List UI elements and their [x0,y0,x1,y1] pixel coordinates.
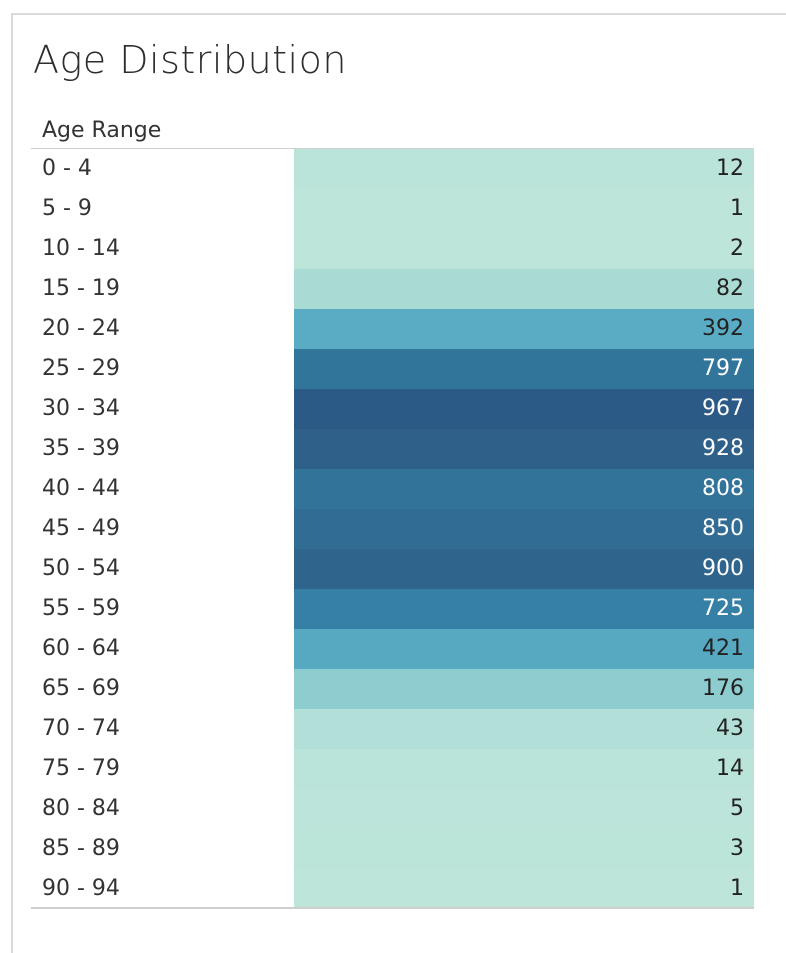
table-row: 30 - 34 967 [0,389,786,429]
table-row: 35 - 39 928 [0,429,786,469]
age-range-label: 50 - 54 [42,556,120,581]
age-range-label: 80 - 84 [42,796,120,821]
heatmap-cell: 43 [294,709,754,749]
cell-value-label: 808 [702,476,744,501]
heatmap-cell: 808 [294,469,754,509]
table-row: 45 - 49 850 [0,509,786,549]
cell-value-label: 1 [730,876,744,901]
heatmap-cell: 928 [294,429,754,469]
age-range-label: 10 - 14 [42,236,120,261]
bottom-divider [31,907,754,909]
table-row: 50 - 54 900 [0,549,786,589]
age-range-label: 5 - 9 [42,196,92,221]
cell-value-label: 43 [716,716,744,741]
age-range-label: 20 - 24 [42,316,120,341]
cell-value-label: 2 [730,236,744,261]
table-row: 70 - 74 43 [0,709,786,749]
cell-value-label: 392 [702,316,744,341]
age-range-label: 30 - 34 [42,396,120,421]
heatmap-cell: 797 [294,349,754,389]
cell-value-label: 421 [702,636,744,661]
heatmap-cell: 12 [294,149,754,189]
heatmap-cell: 14 [294,749,754,789]
heatmap-cell: 82 [294,269,754,309]
cell-value-label: 3 [730,836,744,861]
table-row: 40 - 44 808 [0,469,786,509]
age-range-label: 0 - 4 [42,156,92,181]
cell-value-label: 12 [716,156,744,181]
heatmap-cell: 176 [294,669,754,709]
cell-value-label: 900 [702,556,744,581]
age-range-label: 70 - 74 [42,716,120,741]
cell-value-label: 176 [702,676,744,701]
age-range-label: 85 - 89 [42,836,120,861]
age-range-label: 65 - 69 [42,676,120,701]
age-range-label: 90 - 94 [42,876,120,901]
heatmap-cell: 421 [294,629,754,669]
heatmap-cell: 967 [294,389,754,429]
table-row: 10 - 14 2 [0,229,786,269]
cell-value-label: 928 [702,436,744,461]
age-range-label: 45 - 49 [42,516,120,541]
cell-value-label: 1 [730,196,744,221]
table-row: 20 - 24 392 [0,309,786,349]
cell-value-label: 82 [716,276,744,301]
table-row: 15 - 19 82 [0,269,786,309]
heatmap-cell: 2 [294,229,754,269]
age-range-label: 15 - 19 [42,276,120,301]
header-divider [31,148,754,149]
cell-value-label: 725 [702,596,744,621]
heatmap-cell: 1 [294,189,754,229]
age-range-label: 40 - 44 [42,476,120,501]
age-range-label: 25 - 29 [42,356,120,381]
table-row: 55 - 59 725 [0,589,786,629]
cell-value-label: 14 [716,756,744,781]
age-range-label: 60 - 64 [42,636,120,661]
heatmap-cell: 850 [294,509,754,549]
table-row: 0 - 4 12 [0,149,786,189]
table-row: 90 - 94 1 [0,869,786,909]
heatmap-cell: 725 [294,589,754,629]
cell-value-label: 5 [730,796,744,821]
heatmap-cell: 1 [294,869,754,909]
table-row: 25 - 29 797 [0,349,786,389]
heatmap-cell: 900 [294,549,754,589]
age-range-label: 75 - 79 [42,756,120,781]
heatmap-cell: 392 [294,309,754,349]
cell-value-label: 797 [702,356,744,381]
table-row: 85 - 89 3 [0,829,786,869]
age-range-label: 55 - 59 [42,596,120,621]
table-row: 5 - 9 1 [0,189,786,229]
table-row: 75 - 79 14 [0,749,786,789]
cell-value-label: 967 [702,396,744,421]
age-range-label: 35 - 39 [42,436,120,461]
table-row: 60 - 64 421 [0,629,786,669]
table-row: 80 - 84 5 [0,789,786,829]
cell-value-label: 850 [702,516,744,541]
heatmap-cell: 3 [294,829,754,869]
table-row: 65 - 69 176 [0,669,786,709]
heatmap-cell: 5 [294,789,754,829]
column-header-age-range: Age Range [42,118,162,143]
chart-title: Age Distribution [33,38,347,82]
